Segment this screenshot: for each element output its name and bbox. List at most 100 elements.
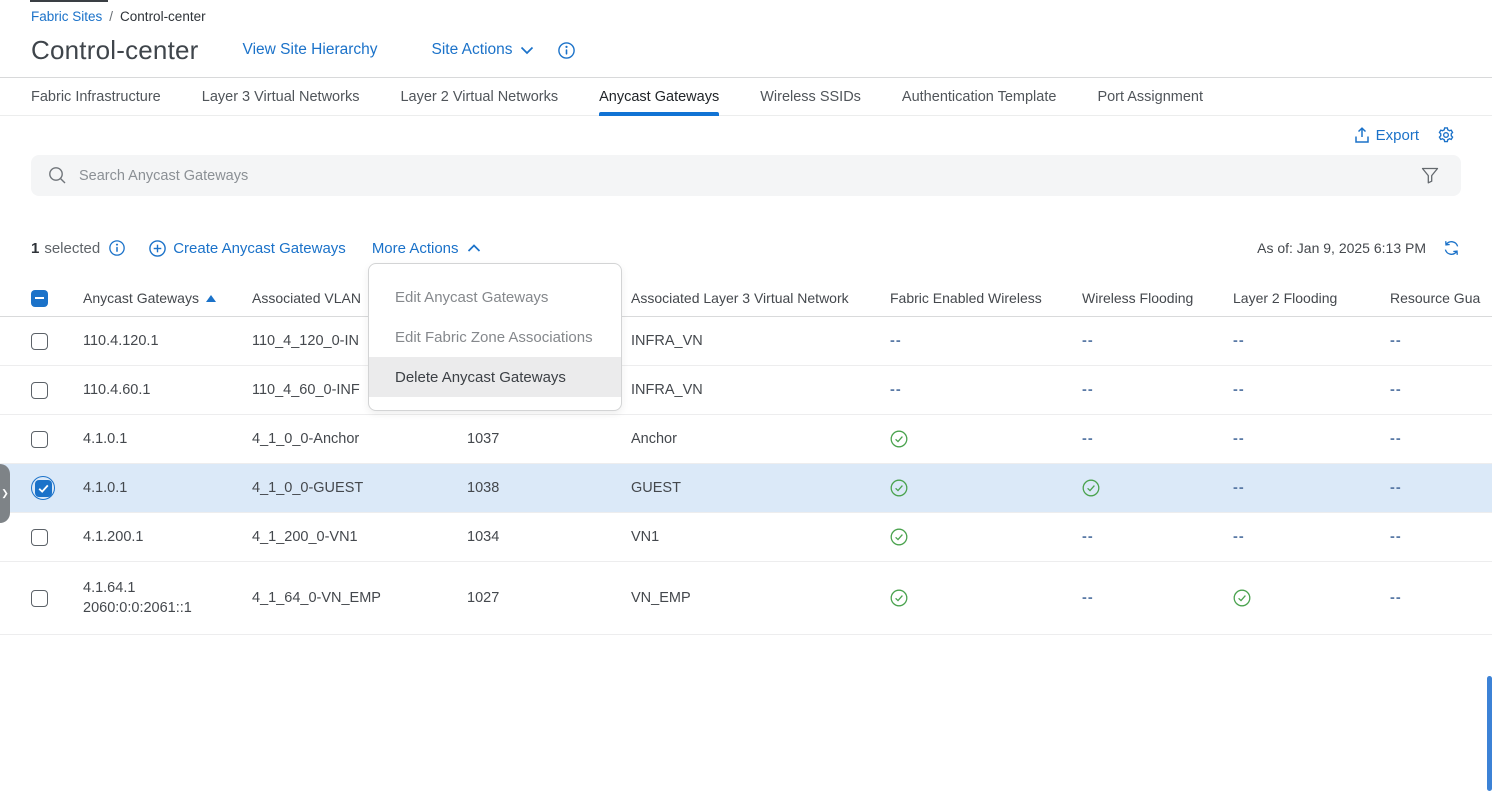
table-row[interactable]: 4.1.64.12060:0:0:2061::14_1_64_0-VN_EMP1… — [0, 562, 1492, 635]
vertical-scrollbar-thumb[interactable] — [1487, 676, 1492, 791]
selected-count: 1 — [31, 240, 39, 257]
filter-icon[interactable] — [1421, 167, 1444, 184]
table-row[interactable]: 110.4.120.1110_4_120_0-ININFRA_VN-------… — [0, 317, 1492, 366]
row-checkbox[interactable] — [31, 431, 48, 448]
row-checkbox[interactable] — [31, 590, 48, 607]
empty-value-dash: -- — [1233, 480, 1245, 496]
column-header-few[interactable]: Fabric Enabled Wireless — [890, 290, 1082, 306]
cell-l3-virtual-network: Anchor — [631, 431, 890, 447]
cell-gateway: 4.1.0.1 — [83, 431, 252, 447]
row-checkbox[interactable] — [31, 382, 48, 399]
table-row[interactable]: 110.4.60.1110_4_60_0-INFINFRA_VN-------- — [0, 366, 1492, 415]
table-row[interactable]: 4.1.0.14_1_0_0-Anchor1037Anchor------ — [0, 415, 1492, 464]
menu-item-edit-anycast-gateways[interactable]: Edit Anycast Gateways — [369, 277, 621, 317]
page-title: Control-center — [31, 35, 199, 66]
column-header-rg[interactable]: Resource Gua — [1390, 290, 1492, 306]
check-circle-icon — [890, 528, 1072, 546]
empty-value-dash: -- — [890, 382, 902, 398]
left-panel-expand-handle[interactable]: ❯ — [0, 464, 10, 523]
row-checkbox[interactable] — [31, 333, 48, 350]
cell-l2f: -- — [1233, 333, 1390, 349]
menu-item-delete-anycast-gateways[interactable]: Delete Anycast Gateways — [369, 357, 621, 397]
search-bar[interactable]: Search Anycast Gateways — [31, 155, 1461, 196]
cell-rg: -- — [1390, 382, 1492, 398]
breadcrumb-separator: / — [109, 9, 113, 24]
tab-fabric-infrastructure[interactable]: Fabric Infrastructure — [31, 78, 161, 115]
cell-few — [890, 589, 1082, 607]
cell-few — [890, 430, 1082, 448]
view-site-hierarchy-link[interactable]: View Site Hierarchy — [243, 41, 378, 59]
column-header-l2f[interactable]: Layer 2 Flooding — [1233, 290, 1390, 306]
table-row[interactable]: 4.1.0.14_1_0_0-GUEST1038GUEST---- — [0, 464, 1492, 513]
cell-wf: -- — [1082, 431, 1233, 447]
cell-l3-virtual-network: VN1 — [631, 529, 890, 545]
tab-wireless-ssids[interactable]: Wireless SSIDs — [760, 78, 861, 115]
chevron-right-icon: ❯ — [1, 488, 9, 499]
cell-wf: -- — [1082, 529, 1233, 545]
row-checkbox[interactable] — [31, 529, 48, 546]
menu-item-edit-fabric-zone-associations[interactable]: Edit Fabric Zone Associations — [369, 317, 621, 357]
cell-vlan-id: 1034 — [467, 529, 631, 545]
column-header-wf[interactable]: Wireless Flooding — [1082, 290, 1233, 306]
refresh-icon[interactable] — [1442, 239, 1461, 257]
search-input[interactable]: Search Anycast Gateways — [79, 168, 1421, 184]
empty-value-dash: -- — [1082, 333, 1094, 349]
tab-authentication-template[interactable]: Authentication Template — [902, 78, 1057, 115]
site-actions-button[interactable]: Site Actions — [432, 41, 534, 59]
check-circle-icon — [890, 479, 1072, 497]
more-actions-label: More Actions — [372, 240, 459, 257]
cell-gateway: 110.4.120.1 — [83, 333, 252, 349]
column-header-l3vn[interactable]: Associated Layer 3 Virtual Network — [631, 290, 890, 306]
fabric-site-page: Fabric Sites / Control-center Control-ce… — [0, 0, 1492, 791]
row-checkbox-checked[interactable] — [31, 476, 55, 500]
tab-port-assignment[interactable]: Port Assignment — [1097, 78, 1203, 115]
cell-gateway: 4.1.0.1 — [83, 480, 252, 496]
breadcrumb-fabric-sites-link[interactable]: Fabric Sites — [31, 9, 102, 24]
page-header: Control-center View Site Hierarchy Site … — [0, 32, 1492, 68]
anycast-gateways-table: Anycast GatewaysAssociated VLANAssociate… — [0, 280, 1492, 635]
chevron-down-icon — [520, 46, 534, 55]
cell-l3-virtual-network: INFRA_VN — [631, 382, 890, 398]
table-row[interactable]: 4.1.200.14_1_200_0-VN11034VN1------ — [0, 513, 1492, 562]
cell-vlan-name: 4_1_200_0-VN1 — [252, 529, 467, 545]
cell-few — [890, 479, 1082, 497]
more-actions-button[interactable]: More Actions — [372, 240, 481, 257]
column-header-gateway[interactable]: Anycast Gateways — [83, 290, 252, 306]
empty-value-dash: -- — [1390, 480, 1402, 496]
cell-vlan-name: 4_1_0_0-GUEST — [252, 480, 467, 496]
tab-layer-3-virtual-networks[interactable]: Layer 3 Virtual Networks — [202, 78, 360, 115]
empty-value-dash: -- — [1390, 529, 1402, 545]
tab-anycast-gateways[interactable]: Anycast Gateways — [599, 78, 719, 115]
cell-l2f: -- — [1233, 431, 1390, 447]
create-anycast-gateways-label: Create Anycast Gateways — [173, 240, 346, 257]
cell-rg: -- — [1390, 480, 1492, 496]
export-button[interactable]: Export — [1354, 127, 1419, 144]
empty-value-dash: -- — [1082, 431, 1094, 447]
cell-vlan-name: 4_1_0_0-Anchor — [252, 431, 467, 447]
empty-value-dash: -- — [1390, 431, 1402, 447]
create-anycast-gateways-button[interactable]: Create Anycast Gateways — [149, 240, 346, 257]
site-actions-label: Site Actions — [432, 41, 513, 59]
empty-value-dash: -- — [1233, 382, 1245, 398]
cell-l3-virtual-network: GUEST — [631, 480, 890, 496]
empty-value-dash: -- — [1390, 590, 1402, 606]
table-header-row: Anycast GatewaysAssociated VLANAssociate… — [0, 280, 1492, 317]
export-icon — [1354, 127, 1370, 144]
empty-value-dash: -- — [1390, 382, 1402, 398]
sort-ascending-icon — [206, 295, 216, 302]
empty-value-dash: -- — [1082, 529, 1094, 545]
table-settings-gear-icon[interactable] — [1437, 126, 1455, 144]
cell-l2f: -- — [1233, 529, 1390, 545]
chevron-up-icon — [467, 244, 481, 253]
cell-rg: -- — [1390, 333, 1492, 349]
site-info-icon[interactable] — [558, 42, 575, 59]
cell-rg: -- — [1390, 529, 1492, 545]
selected-info-icon[interactable] — [109, 240, 125, 256]
cell-wf: -- — [1082, 590, 1233, 606]
tab-layer-2-virtual-networks[interactable]: Layer 2 Virtual Networks — [400, 78, 558, 115]
select-all-checkbox-indeterminate[interactable] — [31, 290, 48, 307]
empty-value-dash: -- — [1082, 590, 1094, 606]
breadcrumb: Fabric Sites / Control-center — [0, 0, 1492, 24]
cell-vlan-id: 1027 — [467, 590, 631, 606]
check-circle-icon — [1082, 479, 1223, 497]
